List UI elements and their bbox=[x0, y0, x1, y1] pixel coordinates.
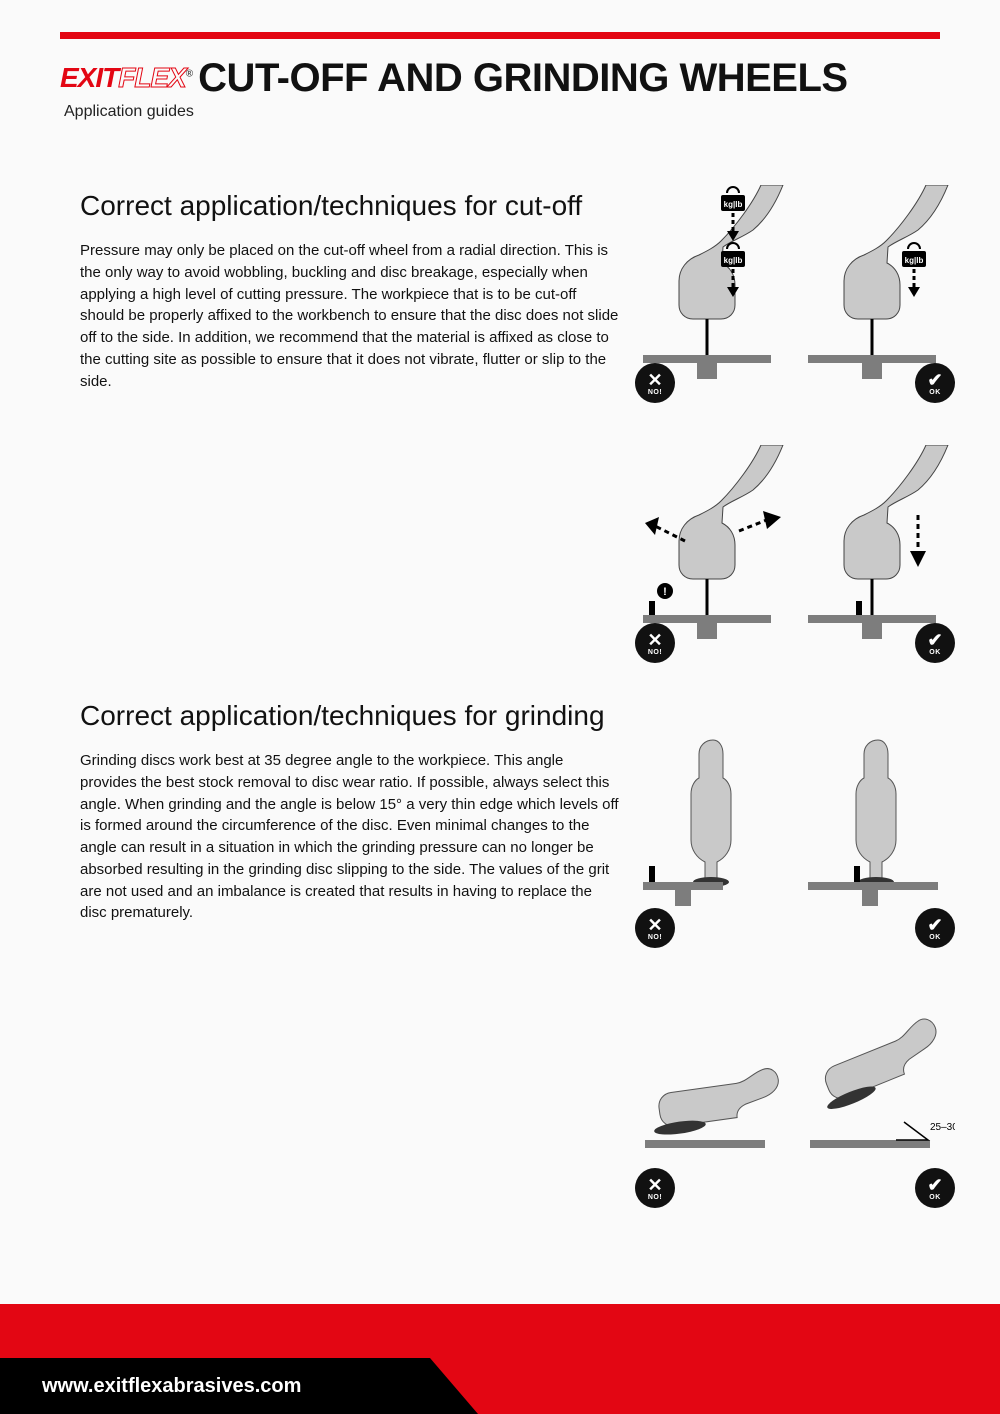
weight-label: kg|lb bbox=[724, 256, 743, 265]
svg-text:!: ! bbox=[663, 586, 667, 598]
badge-no-mark: ✕ bbox=[647, 1176, 662, 1194]
badge-no-mark: ✕ bbox=[647, 631, 662, 649]
diagram-grind-2-correct: 25–30° ✔ OK bbox=[800, 990, 955, 1190]
badge-no: ✕ NO! bbox=[635, 363, 675, 403]
section-cutoff-body: Pressure may only be placed on the cut-o… bbox=[80, 240, 620, 392]
section-grind-body: Grinding discs work best at 35 degree an… bbox=[80, 750, 620, 924]
badge-no: ✕ NO! bbox=[635, 908, 675, 948]
footer-url: www.exitflexabrasives.com bbox=[42, 1375, 301, 1398]
diagram-grid-grind: ✕ NO! ✔ OK ✕ NO! bbox=[635, 730, 955, 1190]
badge-no-sub: NO! bbox=[648, 934, 662, 941]
badge-no-sub: NO! bbox=[648, 649, 662, 656]
brand-part1: EXIT bbox=[60, 62, 118, 93]
badge-ok-mark: ✔ bbox=[927, 1176, 942, 1194]
badge-no: ✕ NO! bbox=[635, 1168, 675, 1208]
angle-label: 25–30° bbox=[930, 1122, 955, 1133]
badge-no: ✕ NO! bbox=[635, 623, 675, 663]
badge-ok-mark: ✔ bbox=[927, 371, 942, 389]
badge-ok-sub: OK bbox=[929, 934, 941, 941]
badge-ok: ✔ OK bbox=[915, 1168, 955, 1208]
section-grind: Correct application/techniques for grind… bbox=[80, 700, 620, 924]
badge-ok: ✔ OK bbox=[915, 363, 955, 403]
diagram-grind-1-wrong: ✕ NO! bbox=[635, 730, 790, 930]
diagram-cutoff-2-correct: ✔ OK bbox=[800, 445, 955, 645]
page-header: EXITFLEX® CUT-OFF AND GRINDING WHEELS Ap… bbox=[60, 56, 940, 121]
diagram-cutoff-1-wrong: kg|lb kg|lb ✕ NO! bbox=[635, 185, 790, 385]
brand-reg: ® bbox=[186, 69, 192, 80]
brand-logo: EXITFLEX® bbox=[60, 62, 192, 94]
weight-label: kg|lb bbox=[724, 200, 743, 209]
badge-no-sub: NO! bbox=[648, 1194, 662, 1201]
section-grind-heading: Correct application/techniques for grind… bbox=[80, 700, 620, 732]
badge-ok-sub: OK bbox=[929, 649, 941, 656]
badge-ok-sub: OK bbox=[929, 1194, 941, 1201]
badge-ok-mark: ✔ bbox=[927, 631, 942, 649]
footer-wedge bbox=[430, 1358, 478, 1414]
page-title: CUT-OFF AND GRINDING WHEELS bbox=[198, 56, 847, 101]
brand-part2: FLEX bbox=[118, 62, 186, 93]
diagram-cutoff-2-wrong: ! ✕ NO! bbox=[635, 445, 790, 645]
badge-no-sub: NO! bbox=[648, 389, 662, 396]
badge-ok-sub: OK bbox=[929, 389, 941, 396]
diagram-grind-2-wrong: ✕ NO! bbox=[635, 990, 790, 1190]
badge-ok: ✔ OK bbox=[915, 908, 955, 948]
badge-no-mark: ✕ bbox=[647, 916, 662, 934]
diagram-cutoff-1-correct: kg|lb ✔ OK bbox=[800, 185, 955, 385]
page-subtitle: Application guides bbox=[64, 103, 940, 121]
diagram-grind-1-correct: ✔ OK bbox=[800, 730, 955, 930]
badge-ok: ✔ OK bbox=[915, 623, 955, 663]
badge-ok-mark: ✔ bbox=[927, 916, 942, 934]
top-accent-bar bbox=[60, 32, 940, 39]
diagram-grid-cutoff: kg|lb kg|lb ✕ NO! bbox=[635, 185, 955, 645]
section-cutoff: Correct application/techniques for cut-o… bbox=[80, 190, 620, 392]
section-cutoff-heading: Correct application/techniques for cut-o… bbox=[80, 190, 620, 222]
badge-no-mark: ✕ bbox=[647, 371, 662, 389]
weight-label: kg|lb bbox=[905, 256, 924, 265]
